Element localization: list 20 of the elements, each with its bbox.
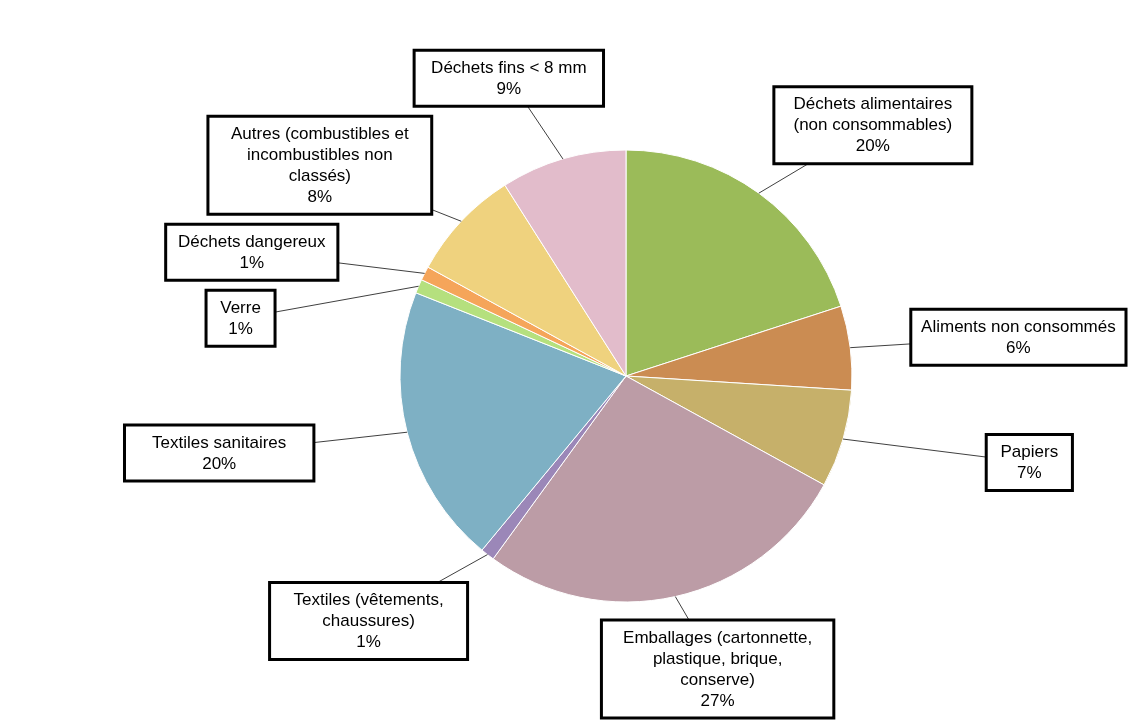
slice-label: Déchets alimentaires (non consommables) [793, 94, 953, 135]
data-label: 1% [228, 318, 253, 338]
data-label: 1% [239, 252, 265, 272]
data-label: 20% [202, 453, 237, 473]
slice-label: Déchets dangereux [178, 231, 326, 251]
slice-label: Papiers [1000, 441, 1059, 461]
data-label: 20% [855, 136, 890, 156]
data-label: 8% [307, 186, 333, 206]
data-label: 7% [1017, 462, 1042, 482]
data-label: 1% [356, 631, 381, 651]
slice-label: Emballages (cartonnette, plastique, brique, conserve) [623, 627, 813, 689]
slice-label: Aliments non consommés [921, 316, 1116, 336]
slice-label: Verre [220, 297, 261, 317]
data-label: 9% [496, 78, 522, 98]
slice-label: Textiles sanitaires [152, 432, 287, 452]
slice-label: Textiles (vêtements, chaussures) [293, 589, 444, 630]
data-label: 27% [700, 690, 735, 710]
slice-label: Déchets fins < 8 mm [431, 57, 587, 77]
data-label: 6% [1006, 337, 1031, 357]
slice-label: Autres (combustibles et incombustibles non classés) [231, 123, 409, 185]
